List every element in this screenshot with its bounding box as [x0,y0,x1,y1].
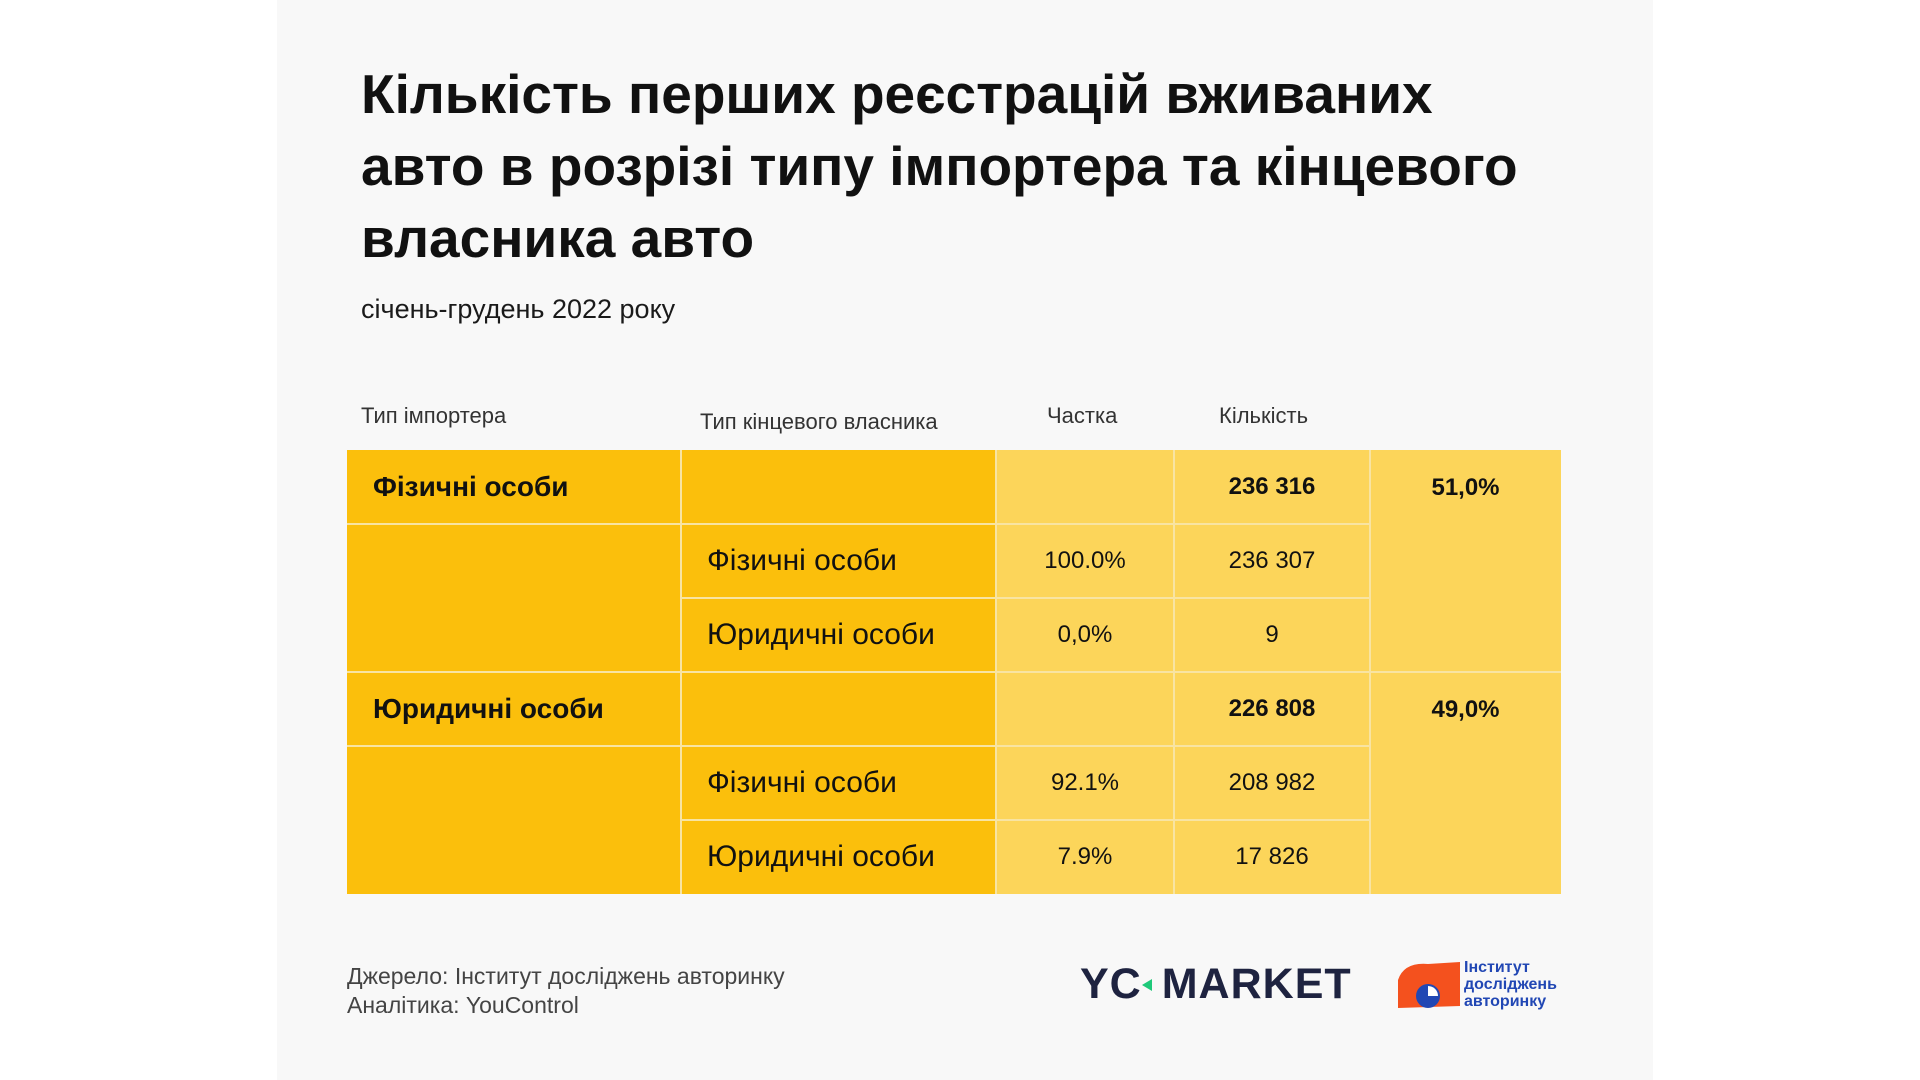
infographic-card: Кількість перших реєстрацій вживаних авт… [277,0,1653,1080]
group-1-owner-empty [681,450,996,524]
group-2-share-empty [996,672,1174,746]
group-1-row-1-count: 236 307 [1174,524,1370,598]
group-1-row-2-share: 0,0% [996,598,1174,672]
group-2-row-2-owner: Юридичні особи [681,820,996,894]
group-1-row-2-count: 9 [1174,598,1370,672]
grid-line [347,523,1369,525]
institute-logo-text: Інститут досліджень авторинку [1464,959,1557,1010]
column-header-count: Кількість [1219,403,1309,428]
chart-subtitle: січень-грудень 2022 року [361,294,676,324]
grid-line [347,745,1369,747]
group-1-row-1-owner: Фізичні особи [681,524,996,598]
group-2-row-1-count: 208 982 [1174,746,1370,820]
group-2-row-2-share: 7.9% [996,820,1174,894]
group-1-row-2-owner: Юридичні особи [681,598,996,672]
group-2-total-share: 49,0% [1370,672,1561,894]
group-1-share-empty [996,450,1174,524]
institute-logo-icon [1398,962,1460,1008]
logo-word: MARKET [1161,960,1352,1008]
footer-credits: Джерело: Інститут досліджень авторинку А… [347,962,785,1020]
institute-line-3: авторинку [1464,993,1547,1010]
group-1-total-count: 236 316 [1174,450,1370,524]
youcontrol-market-logo: YC MARKET [1080,960,1352,1009]
grid-line [347,671,1561,673]
group-2-row-1-owner: Фізичні особи [681,746,996,820]
group-2-row-1-share: 92.1% [996,746,1174,820]
institute-line-1: Інститут [1464,959,1530,976]
logo-prefix: YC [1080,960,1142,1008]
group-2-importer-span [347,746,681,894]
group-2-owner-empty [681,672,996,746]
institute-line-2: досліджень [1464,976,1557,993]
column-header-owner: Тип кінцевого власника [700,409,938,434]
group-1-total-share: 51,0% [1370,450,1561,672]
chart-title: Кількість перших реєстрацій вживаних авт… [361,63,1518,269]
column-header-importer: Тип імпортера [361,403,507,428]
group-1-row-1-share: 100.0% [996,524,1174,598]
grid-line [681,597,1369,599]
source-text: Джерело: Інститут досліджень авторинку [347,963,785,989]
logo-arrow-icon [1141,978,1152,991]
analytics-text: Аналітика: YouControl [347,992,579,1018]
data-table: Фізичні особи 236 316 51,0% Фізичні особ… [347,450,1561,894]
group-2-importer-label: Юридичні особи [347,672,681,746]
group-1-importer-label: Фізичні особи [347,450,681,524]
group-2-total-count: 226 808 [1174,672,1370,746]
grid-line [681,819,1369,821]
group-2-row-2-count: 17 826 [1174,820,1370,894]
column-header-share: Частка [1047,403,1118,428]
group-1-importer-span [347,524,681,672]
